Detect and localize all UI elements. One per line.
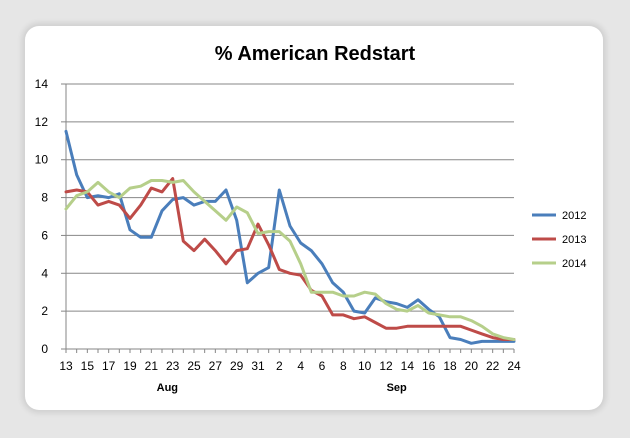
x-axis-month-labels: Aug Sep: [157, 382, 407, 394]
x-tick-label: 13: [59, 359, 73, 373]
x-tick-label: 16: [422, 359, 436, 373]
x-tick-label: 19: [123, 359, 137, 373]
x-tick-label: 6: [319, 359, 326, 373]
y-tick-label: 14: [35, 77, 49, 91]
x-tick-label: 31: [251, 359, 265, 373]
x-tick-label: 22: [486, 359, 500, 373]
y-tick-label: 6: [41, 228, 48, 242]
x-tick-label: 12: [379, 359, 393, 373]
y-tick-label: 2: [41, 304, 48, 318]
y-tick-label: 0: [41, 342, 48, 356]
series-line-2012: [64, 129, 516, 345]
x-tick-label: 15: [81, 359, 95, 373]
series-line-2013: [64, 177, 516, 341]
x-tick-label: 10: [358, 359, 372, 373]
chart-card: [25, 26, 603, 410]
gridlines: [61, 83, 515, 353]
y-tick-label: 4: [41, 266, 48, 280]
x-tick-label: 23: [166, 359, 180, 373]
x-tick-label: 4: [297, 359, 304, 373]
x-tick-label: 14: [401, 359, 415, 373]
series-lines: [64, 129, 516, 345]
x-tick-label: 18: [443, 359, 457, 373]
x-tick-label: 24: [507, 359, 521, 373]
legend-label-2013: 2013: [562, 234, 586, 246]
y-axis-tick-labels: 0 2 4 6 8 10 12 14: [35, 77, 49, 356]
x-axis-tick-labels: 13 15 17 19 21 23 25 27 29 31 2 4 6 8 10 12 14 16 18 20 22 24: [59, 359, 521, 373]
y-tick-label: 12: [35, 115, 49, 129]
month-label: Aug: [157, 382, 178, 394]
x-tick-label: 2: [276, 359, 283, 373]
series-line-2014: [64, 179, 516, 341]
legend-label-2014: 2014: [562, 258, 586, 270]
y-tick-label: 8: [41, 191, 48, 205]
x-tick-label: 25: [187, 359, 201, 373]
y-tick-label: 10: [35, 153, 49, 167]
x-tick-label: 29: [230, 359, 244, 373]
x-tick-label: 8: [340, 359, 347, 373]
x-tick-label: 20: [465, 359, 479, 373]
chart-title: % American Redstart: [215, 43, 416, 65]
x-tick-label: 17: [102, 359, 116, 373]
month-label: Sep: [387, 382, 407, 394]
x-tick-label: 27: [209, 359, 223, 373]
legend: 2012 2013 2014: [532, 210, 586, 270]
legend-label-2012: 2012: [562, 210, 586, 222]
x-tick-label: 21: [145, 359, 159, 373]
